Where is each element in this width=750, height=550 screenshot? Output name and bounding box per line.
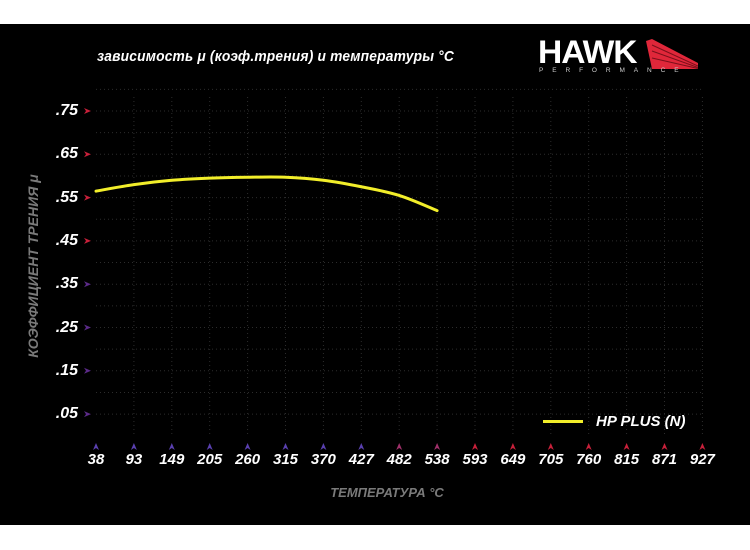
logo-subtitle: PERFORMANCE — [539, 67, 688, 74]
x-axis-label: ТЕМПЕРАТУРА °C — [330, 485, 444, 500]
hawk-logo: HAWK PERFORMANCE — [538, 36, 703, 80]
x-tick-label: 538 — [424, 451, 450, 468]
logo-wing-icon — [646, 39, 698, 69]
x-tick-markers — [93, 443, 706, 450]
x-tick-label: 815 — [614, 451, 640, 468]
x-tick-label: 427 — [348, 451, 374, 468]
x-tick-label: 927 — [689, 451, 715, 468]
x-tick-label: 38 — [87, 451, 105, 468]
x-tick-label: 205 — [197, 451, 223, 468]
logo-brand: HAWK — [538, 34, 638, 70]
legend: HP PLUS (N) — [543, 409, 685, 433]
legend-swatch — [543, 419, 583, 423]
x-tick-label: 315 — [272, 451, 299, 468]
y-tick-label: .75 — [55, 102, 78, 119]
y-tick-label: .65 — [55, 145, 78, 163]
y-tick-label: .35 — [55, 275, 78, 293]
x-tick-label: 593 — [462, 451, 488, 468]
chart-title: зависимость μ (коэф.трения) и температур… — [97, 48, 455, 65]
x-tick-label: 149 — [159, 451, 185, 468]
x-tick-label: 871 — [651, 451, 678, 468]
x-tick-label: 649 — [500, 451, 526, 468]
chart-panel — [0, 24, 750, 525]
y-axis-label: КОЭФФИЦИЕНТ ТРЕНИЯ μ — [25, 174, 41, 358]
x-tick-label: 93 — [125, 451, 143, 468]
x-tick-label: 482 — [386, 451, 412, 468]
x-tick-label: 760 — [576, 451, 602, 468]
series-line-hp-plus — [94, 175, 439, 213]
y-tick-label: .15 — [55, 361, 78, 379]
y-tick-label: .25 — [55, 318, 78, 336]
grid-lines — [96, 88, 703, 436]
y-tick-label: .45 — [55, 231, 78, 249]
y-tick-label: .05 — [55, 405, 78, 423]
x-tick-label: 370 — [310, 451, 336, 468]
x-tick-label: 260 — [235, 451, 261, 468]
legend-label: HP PLUS (N) — [596, 412, 686, 430]
x-tick-label: 705 — [538, 451, 564, 468]
y-tick-label: .55 — [55, 188, 78, 206]
y-tick-markers — [84, 108, 91, 418]
